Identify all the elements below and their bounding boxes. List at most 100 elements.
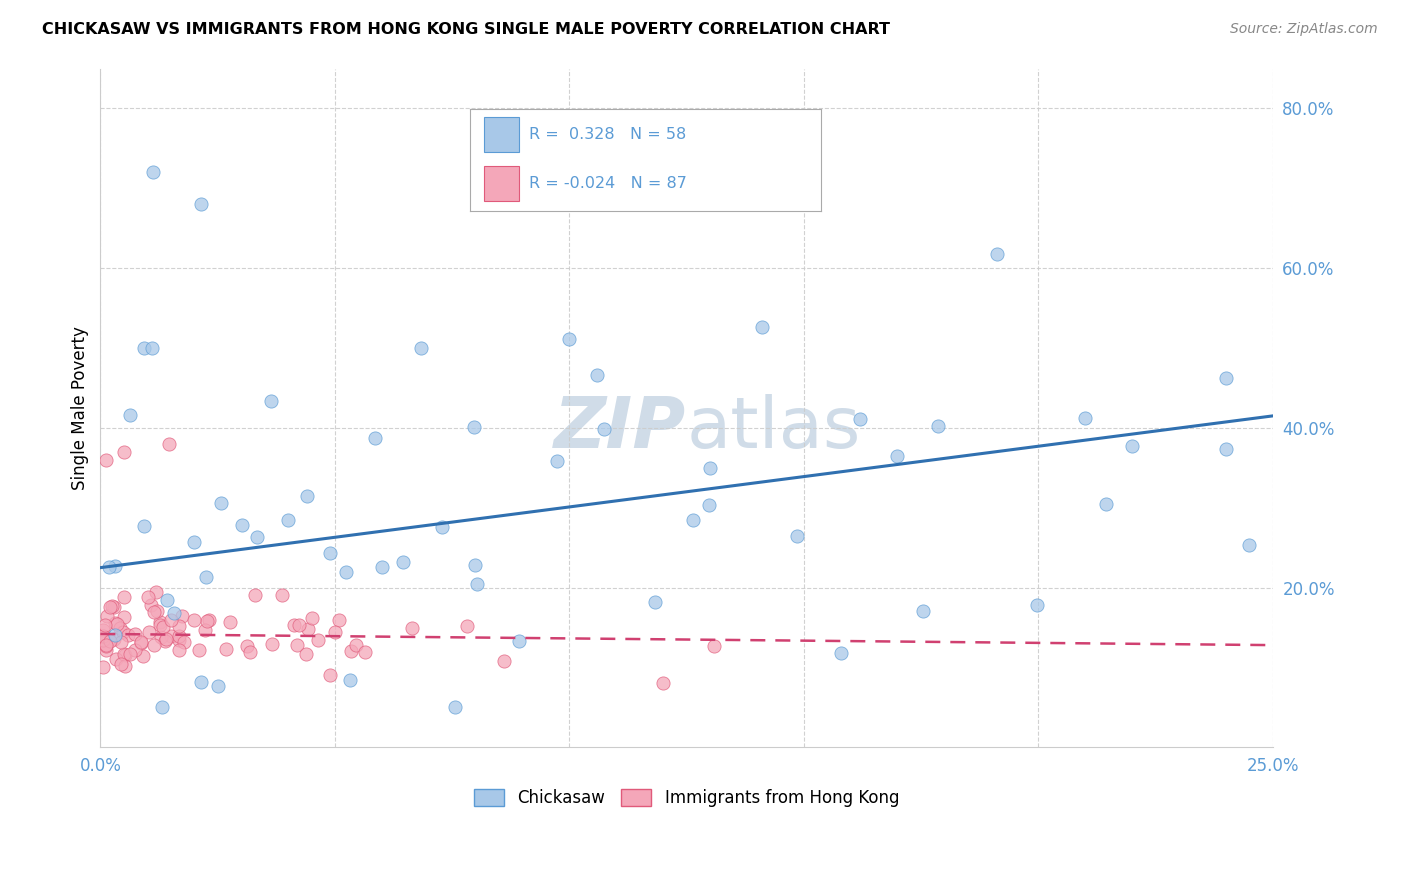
Point — [143, 605, 166, 619]
Point — [104, 615, 127, 630]
Point — [194, 623, 217, 637]
Point — [101, 599, 124, 614]
Point — [150, 700, 173, 714]
Point — [464, 558, 486, 573]
Point — [307, 633, 329, 648]
Point — [134, 519, 156, 533]
Point — [141, 341, 163, 355]
Point — [546, 454, 568, 468]
Point — [142, 638, 165, 652]
Point — [124, 642, 146, 657]
Text: ZIP: ZIP — [554, 393, 686, 463]
Point — [149, 615, 172, 630]
Point — [124, 627, 146, 641]
Point — [207, 680, 229, 694]
Point — [131, 648, 153, 663]
Text: atlas: atlas — [686, 393, 860, 463]
Point — [103, 600, 125, 615]
Point — [260, 637, 283, 651]
Point — [585, 368, 607, 382]
Point — [294, 648, 316, 662]
Point — [319, 546, 342, 560]
Text: Source: ZipAtlas.com: Source: ZipAtlas.com — [1230, 22, 1378, 37]
Point — [112, 445, 135, 459]
Point — [271, 588, 294, 602]
Point — [118, 409, 141, 423]
Point — [190, 675, 212, 690]
Point — [430, 520, 453, 534]
Point — [163, 606, 186, 620]
Point — [97, 559, 120, 574]
Point — [344, 638, 367, 652]
Point — [112, 591, 135, 605]
Point — [94, 453, 117, 467]
Point — [172, 608, 194, 623]
Point — [91, 623, 114, 637]
Point — [682, 513, 704, 527]
Point — [198, 613, 221, 627]
Point — [149, 631, 172, 645]
Point — [91, 659, 114, 673]
Point — [236, 639, 259, 653]
Point — [110, 634, 132, 648]
Point — [105, 652, 128, 666]
Point — [287, 618, 309, 632]
Point — [155, 632, 177, 647]
Point — [138, 625, 160, 640]
Point — [91, 633, 114, 648]
Point — [215, 642, 238, 657]
Point — [1026, 598, 1049, 612]
Point — [209, 496, 232, 510]
Point — [986, 247, 1008, 261]
Point — [98, 600, 121, 615]
Point — [456, 619, 478, 633]
Point — [98, 633, 121, 648]
Point — [112, 610, 135, 624]
Point — [94, 618, 117, 632]
Point — [652, 676, 675, 690]
Point — [195, 614, 218, 628]
Point — [111, 624, 134, 639]
Point — [183, 535, 205, 549]
Point — [1095, 497, 1118, 511]
Point — [1215, 371, 1237, 385]
Point — [194, 570, 217, 584]
Point — [297, 622, 319, 636]
Point — [335, 566, 357, 580]
Point — [1121, 439, 1143, 453]
Point — [110, 621, 132, 635]
Point — [104, 558, 127, 573]
Text: CHICKASAW VS IMMIGRANTS FROM HONG KONG SINGLE MALE POVERTY CORRELATION CHART: CHICKASAW VS IMMIGRANTS FROM HONG KONG S… — [42, 22, 890, 37]
Point — [370, 559, 392, 574]
Point — [145, 584, 167, 599]
Point — [699, 461, 721, 475]
Point — [112, 647, 135, 661]
Point — [1215, 442, 1237, 457]
Point — [927, 418, 949, 433]
Point — [285, 639, 308, 653]
Point — [96, 608, 118, 623]
Point — [283, 617, 305, 632]
Point — [114, 648, 136, 662]
Point — [103, 632, 125, 646]
Point — [323, 625, 346, 640]
Point — [187, 643, 209, 657]
Point — [465, 577, 488, 591]
Point — [444, 700, 467, 714]
Point — [849, 412, 872, 426]
Point — [167, 618, 190, 632]
Point — [328, 613, 350, 627]
Point — [243, 588, 266, 602]
Point — [146, 604, 169, 618]
Point — [1074, 411, 1097, 425]
Point — [697, 498, 720, 512]
Point — [142, 165, 165, 179]
Point — [644, 594, 666, 608]
Point — [183, 613, 205, 627]
Point — [219, 615, 242, 630]
Point — [167, 643, 190, 657]
Point — [1237, 538, 1260, 552]
Point — [353, 645, 375, 659]
Point — [91, 629, 114, 643]
Point — [231, 518, 253, 533]
